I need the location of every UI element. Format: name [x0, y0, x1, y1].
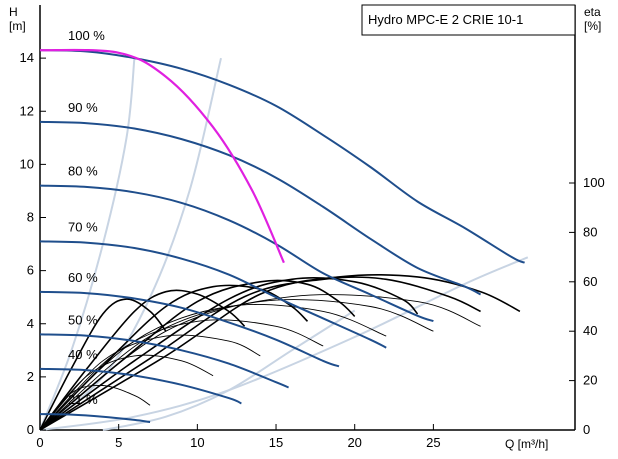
pump-curve-60-0	[39, 290, 340, 368]
speed-label-50: 50 %	[68, 312, 98, 327]
left-tick-label-6: 6	[27, 263, 34, 278]
pump-curve-70-0	[39, 240, 387, 349]
efficiency-curve-5	[39, 276, 481, 431]
right-tick-label-20: 20	[583, 373, 597, 388]
pump-curve-21-0	[39, 413, 151, 423]
x-tick-label-25: 25	[426, 435, 440, 450]
right-tick-label-60: 60	[583, 274, 597, 289]
efficiency-curve-11	[39, 304, 387, 431]
speed-label-80: 80 %	[68, 164, 98, 179]
pump-curve-50-0	[39, 333, 289, 389]
axes-layer	[39, 5, 576, 431]
left-tick-label-4: 4	[27, 316, 34, 331]
x-tick-label-5: 5	[115, 435, 122, 450]
right-axis-label: eta	[584, 5, 601, 19]
pump-curve-100-0	[39, 49, 525, 264]
pump-curve-40-0	[39, 367, 242, 405]
speed-label-60: 60 %	[68, 270, 98, 285]
speed-label-21: 21 %	[68, 392, 98, 407]
left-tick-label-8: 8	[27, 210, 34, 225]
pump-curve-80-0	[39, 184, 434, 323]
curves-layer	[39, 48, 529, 431]
left-tick-label-0: 0	[27, 422, 34, 437]
left-tick-label-10: 10	[20, 156, 34, 171]
efficiency-curve-0	[39, 298, 167, 431]
efficiency-curve-10	[39, 319, 324, 431]
efficiency-curve-13	[39, 294, 481, 431]
efficiency-curve-9	[39, 334, 261, 431]
left-tick-label-14: 14	[20, 50, 34, 65]
speed-label-70: 70 %	[68, 219, 98, 234]
right-tick-label-0: 0	[583, 422, 590, 437]
iso-efficiency-curve-2	[39, 256, 529, 431]
speed-label-40: 40 %	[68, 347, 98, 362]
x-tick-label-10: 10	[190, 435, 204, 450]
x-axis-label: Q [m³/h]	[505, 437, 548, 451]
efficiency-curve-4	[39, 277, 419, 431]
chart-title: Hydro MPC-E 2 CRIE 10-1	[368, 12, 523, 27]
speed-label-100: 100 %	[68, 28, 105, 43]
right-tick-label-80: 80	[583, 224, 597, 239]
chart-title-box: Hydro MPC-E 2 CRIE 10-1	[361, 4, 576, 36]
right-axis-unit: [%]	[584, 19, 601, 33]
right-tick-label-40: 40	[583, 323, 597, 338]
efficiency-curve-6	[39, 274, 521, 431]
x-tick-label-20: 20	[347, 435, 361, 450]
right-tick-label-100: 100	[583, 175, 605, 190]
max-operating-curve	[39, 48, 285, 264]
iso-efficiency-curve-1	[39, 57, 222, 431]
left-axis-unit: [m]	[9, 19, 26, 33]
x-tick-label-15: 15	[269, 435, 283, 450]
efficiency-curve-8	[39, 354, 214, 431]
pump-curve-90-0	[39, 120, 482, 296]
efficiency-curve-1	[39, 289, 246, 431]
x-tick-label-0: 0	[36, 435, 43, 450]
speed-label-90: 90 %	[68, 100, 98, 115]
left-tick-label-12: 12	[20, 103, 34, 118]
left-tick-label-2: 2	[27, 369, 34, 384]
left-axis-label: H	[9, 5, 18, 19]
labels-layer: 100 % 90 % 80 % 70 % 60 % 50 % 40 % 21 % 0 2 4 6 8 10…	[20, 28, 605, 450]
